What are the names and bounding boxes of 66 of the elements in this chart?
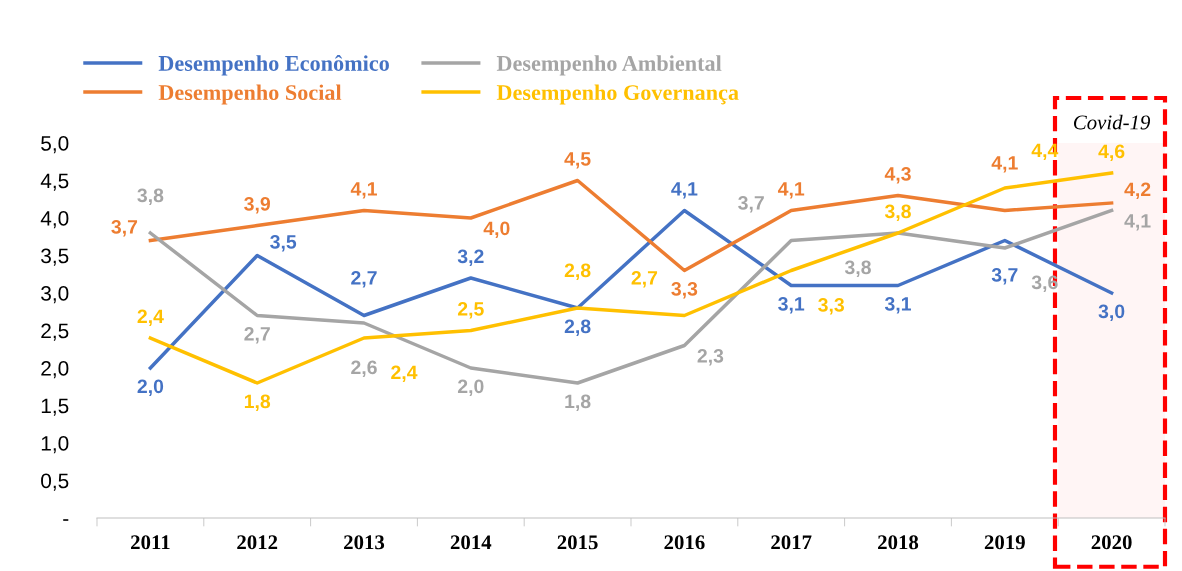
y-tick-label: 0,5 <box>41 473 69 491</box>
data-label: 3,1 <box>778 296 805 314</box>
data-label: 4,6 <box>1098 144 1125 162</box>
x-tick-label: 2017 <box>771 535 812 550</box>
data-label: 4,0 <box>483 221 510 239</box>
data-label: 4,5 <box>564 152 591 169</box>
data-label: 3,7 <box>738 195 764 213</box>
data-label: 2,4 <box>137 309 164 327</box>
y-tick-label: 3,5 <box>41 248 69 266</box>
x-tick-label: 2013 <box>344 535 385 550</box>
x-tick-label: 2012 <box>237 535 278 550</box>
x-tick-label: 2015 <box>557 535 598 550</box>
data-label: 3,8 <box>137 188 164 206</box>
x-tick-label: 2011 <box>131 535 170 550</box>
data-label: 4,2 <box>1124 182 1151 200</box>
data-label: 3,8 <box>884 204 911 222</box>
data-label: 4,3 <box>884 166 911 184</box>
data-label: 2,7 <box>631 270 658 288</box>
data-label: 2,5 <box>457 301 484 319</box>
y-tick-label: 2,0 <box>41 361 69 379</box>
y-tick-label: - <box>63 519 69 521</box>
data-label: 2,8 <box>564 263 591 281</box>
x-tick-label: 2016 <box>664 535 705 550</box>
data-label: 2,8 <box>564 319 591 337</box>
data-label: 3,6 <box>1031 275 1058 293</box>
y-tick-label: 5,0 <box>41 136 69 154</box>
data-label: 3,0 <box>1098 304 1125 322</box>
data-label: 2,7 <box>244 326 270 344</box>
data-label: 3,9 <box>244 196 270 214</box>
legend-label: Desempenho Social <box>158 84 342 105</box>
data-label: 2,3 <box>697 348 724 366</box>
data-label: 3,8 <box>844 260 871 278</box>
data-label: 2,0 <box>457 379 484 397</box>
legend-label: Desempenho Governança <box>496 84 739 105</box>
data-label: 4,1 <box>1124 214 1151 231</box>
y-tick-label: 1,5 <box>41 398 69 416</box>
y-tick-label: 4,0 <box>40 211 69 229</box>
x-tick-label: 2020 <box>1091 535 1132 550</box>
legend-label: Desempenho Econômico <box>158 55 389 76</box>
data-label: 1,8 <box>244 394 271 412</box>
y-tick-label: 3,0 <box>41 286 69 304</box>
data-label: 3,3 <box>818 297 845 315</box>
x-tick-label: 2018 <box>878 535 919 550</box>
y-tick-label: 1,0 <box>41 436 69 454</box>
data-label: 2,4 <box>391 365 418 383</box>
data-label: 3,1 <box>884 296 911 314</box>
band-label: Covid-19 <box>1073 114 1151 130</box>
data-label: 4,1 <box>350 182 377 199</box>
data-label: 3,2 <box>457 249 484 267</box>
data-label: 3,7 <box>111 219 138 237</box>
data-label: 3,5 <box>270 234 297 252</box>
data-label: 4,1 <box>991 156 1018 173</box>
legend-label: Desempenho Ambiental <box>496 55 722 76</box>
y-tick-label: 4,5 <box>40 173 69 191</box>
data-label: 3,3 <box>671 281 698 299</box>
data-label: 2,6 <box>351 360 377 378</box>
data-label: 2,0 <box>137 379 164 397</box>
x-tick-label: 2014 <box>450 535 492 550</box>
data-label: 4,4 <box>1031 143 1059 161</box>
data-label: 3,7 <box>991 267 1018 285</box>
y-tick-label: 2,5 <box>41 323 69 341</box>
data-label: 4,1 <box>777 182 805 199</box>
x-tick-label: 2019 <box>984 535 1025 550</box>
data-label: 4,1 <box>671 182 698 199</box>
data-label: 2,7 <box>351 270 377 288</box>
data-label: 1,8 <box>565 394 591 412</box>
